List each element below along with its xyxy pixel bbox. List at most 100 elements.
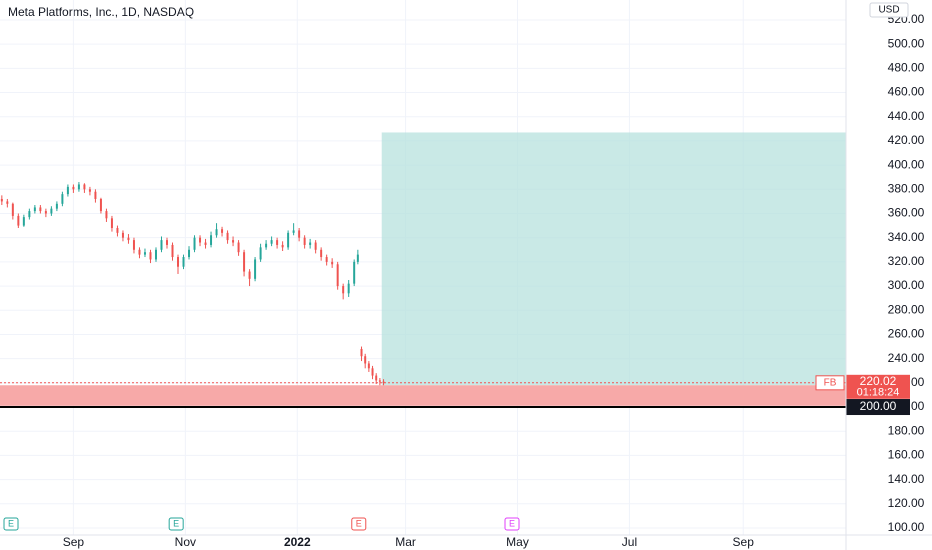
- candle-body: [215, 229, 218, 236]
- candle-body: [83, 184, 86, 190]
- candle-body: [309, 242, 312, 245]
- y-tick-label: 280.00: [888, 302, 925, 316]
- candle-body: [50, 208, 53, 214]
- candle-body: [105, 211, 108, 219]
- y-tick-label: 420.00: [888, 133, 925, 147]
- candle-body: [149, 252, 152, 260]
- candle-body: [265, 243, 268, 248]
- y-tick-label: 300.00: [888, 278, 925, 292]
- candle-body: [364, 356, 367, 364]
- y-tick-label: 140.00: [888, 472, 925, 486]
- y-tick-label: 100.00: [888, 520, 925, 534]
- x-tick-label: Mar: [395, 535, 416, 549]
- candle-body: [331, 261, 334, 265]
- candle-body: [110, 218, 113, 229]
- candle-body: [210, 235, 213, 245]
- candle-body: [303, 237, 306, 245]
- y-tick-label: 240.00: [888, 351, 925, 365]
- earnings-label: E: [8, 518, 14, 528]
- x-tick-label: May: [506, 535, 529, 549]
- symbol-tag: FB: [824, 377, 837, 388]
- symbol-tag-bg: [815, 375, 845, 391]
- price-label-bg: [846, 374, 910, 399]
- candle-body: [298, 230, 301, 238]
- candle-body: [6, 201, 9, 204]
- earnings-marker: [504, 517, 520, 531]
- y-tick-label: 440.00: [888, 109, 925, 123]
- candle-body: [325, 257, 328, 262]
- y-tick-label: 340.00: [888, 230, 925, 244]
- earnings-label: E: [356, 518, 362, 528]
- y-tick-label: 400.00: [888, 157, 925, 171]
- candle-body: [226, 232, 229, 241]
- earnings-marker: [351, 517, 367, 531]
- currency: USD: [878, 5, 899, 16]
- earnings-marker: [3, 517, 19, 531]
- candle-body: [22, 217, 25, 226]
- candle-body: [342, 286, 345, 294]
- candle-body: [254, 259, 257, 279]
- stop-zone: [0, 385, 846, 406]
- candle-body: [127, 237, 130, 241]
- candle-body: [320, 249, 323, 258]
- candle-body: [360, 348, 363, 357]
- candle-body: [154, 249, 157, 260]
- candle-body: [292, 230, 295, 233]
- candle-body: [66, 186, 69, 195]
- candle-body: [243, 252, 246, 272]
- candle-body: [237, 242, 240, 253]
- candle-body: [165, 240, 168, 245]
- candle-body: [177, 257, 180, 267]
- x-tick-label: 2022: [284, 535, 311, 549]
- candle-body: [336, 264, 339, 287]
- earnings-label: E: [509, 518, 515, 528]
- y-tick-label: 320.00: [888, 254, 925, 268]
- y-tick-label: 260.00: [888, 327, 925, 341]
- y-tick-label: 480.00: [888, 61, 925, 75]
- candle-body: [232, 240, 235, 243]
- candle-body: [382, 381, 385, 383]
- candle-body: [281, 244, 284, 248]
- chart-title: Meta Platforms, Inc., 1D, NASDAQ: [8, 5, 194, 19]
- hline-label-bg: [846, 399, 910, 416]
- candle-body: [0, 198, 3, 202]
- candle-body: [375, 375, 378, 381]
- target-zone: [381, 132, 846, 386]
- candle-body: [39, 207, 42, 212]
- candle-body: [132, 240, 135, 250]
- candle-body: [193, 237, 196, 250]
- candle-body: [171, 244, 174, 258]
- candle-body: [248, 271, 251, 279]
- candle-body: [314, 242, 317, 250]
- candle-body: [116, 228, 119, 233]
- currency-bg: [869, 2, 909, 18]
- candle-body: [61, 194, 64, 204]
- y-tick-label: 360.00: [888, 206, 925, 220]
- candle-body: [44, 211, 47, 214]
- candle-body: [121, 232, 124, 238]
- y-tick-label: 380.00: [888, 181, 925, 195]
- candle-body: [77, 184, 80, 190]
- candle-body: [33, 207, 36, 212]
- candle-body: [182, 257, 185, 267]
- candle-body: [17, 215, 20, 226]
- candle-body: [55, 203, 58, 209]
- candle-body: [367, 363, 370, 369]
- hline-label: 200.00: [860, 399, 897, 413]
- candle-body: [160, 240, 163, 250]
- candle-body: [270, 240, 273, 244]
- candle-body: [356, 254, 359, 262]
- y-tick-label: 500.00: [888, 36, 925, 50]
- candle-body: [199, 237, 202, 243]
- earnings-label: E: [173, 518, 179, 528]
- candle-body: [371, 368, 374, 376]
- price-label: 220.02: [860, 374, 897, 388]
- candle-body: [287, 232, 290, 248]
- candle-body: [378, 380, 381, 382]
- candle-body: [347, 283, 350, 294]
- candle-body: [99, 198, 102, 212]
- x-tick-label: Jul: [622, 535, 637, 549]
- candle-body: [11, 203, 14, 216]
- earnings-marker: [168, 517, 184, 531]
